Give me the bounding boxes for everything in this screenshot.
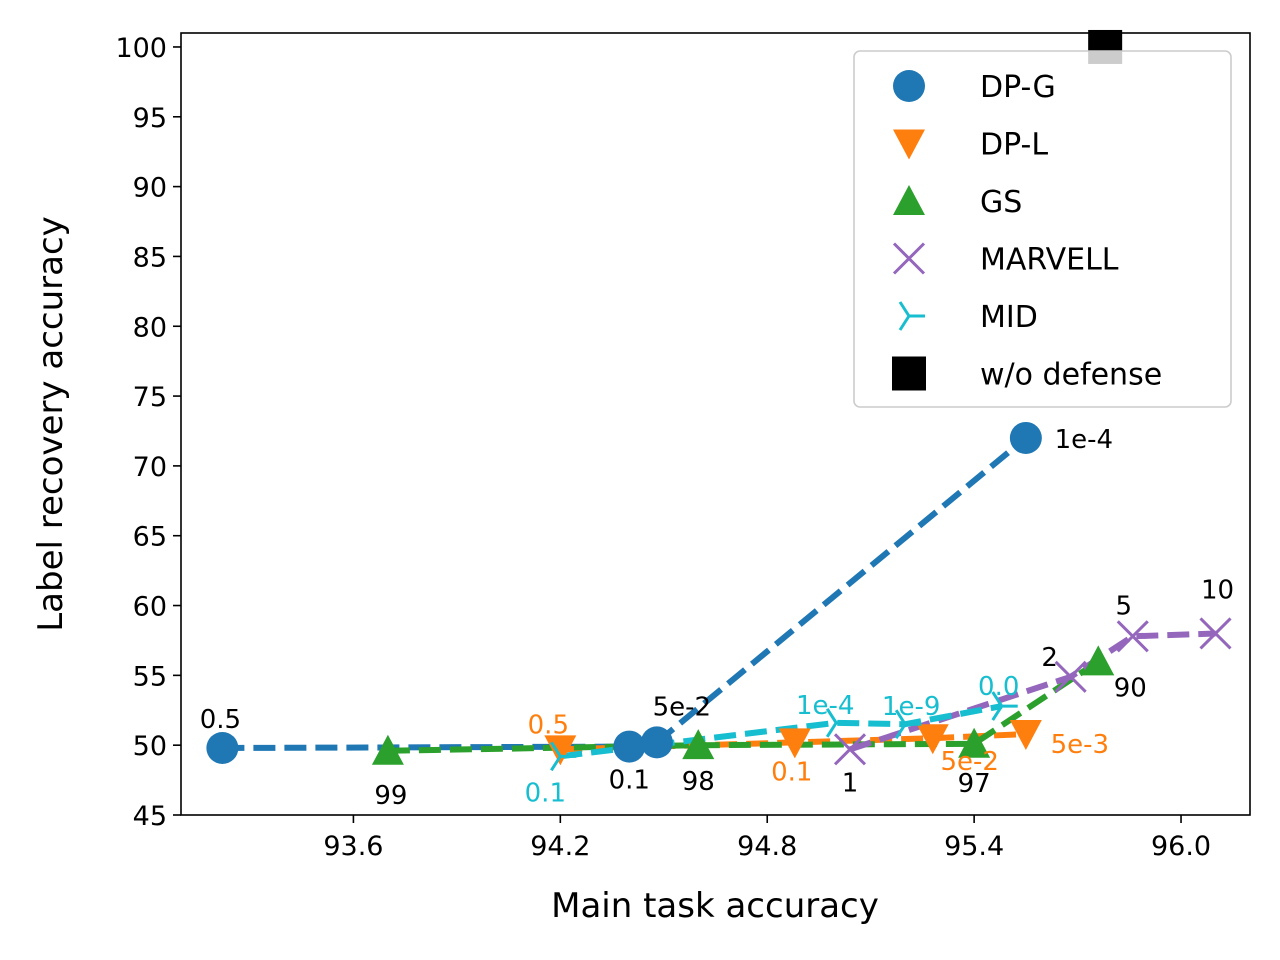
dp-g-point-label-2: 5e-2 — [653, 692, 711, 722]
marvell-point-label-2: 5 — [1115, 591, 1132, 621]
legend-label-dp-l: DP-L — [980, 128, 1048, 163]
gs-point-0 — [371, 734, 404, 765]
legend-box — [853, 50, 1232, 408]
y-tick-label: 80 — [133, 312, 167, 343]
mid-point-label-3: 0.0 — [978, 672, 1019, 702]
gs-point-label-3: 90 — [1114, 673, 1147, 703]
x-axis: 93.6 94.2 94.8 95.4 96.0 — [323, 815, 1211, 862]
x-tick-label: 94.2 — [530, 831, 590, 862]
gs-point-1 — [682, 729, 715, 760]
dp-g-point-label-3: 1e-4 — [1055, 425, 1113, 455]
series-markers — [206, 29, 1232, 772]
marvell-point-label-0: 1 — [842, 768, 859, 798]
legend-label-dp-g: DP-G — [980, 70, 1056, 105]
dp-l-point-label-3: 5e-3 — [1051, 730, 1109, 760]
legend-label-w-o-defense: w/o defense — [980, 358, 1162, 393]
mid-point-label-2: 1e-9 — [882, 692, 940, 722]
gs-point-3 — [1082, 645, 1115, 676]
y-tick-label: 65 — [133, 522, 167, 553]
gs-point-label-1: 98 — [682, 767, 715, 797]
point-labels: 0.5 0.1 5e-2 1e-4 0.5 0.1 5e-2 5e-3 99 98 97 90 1 2 5 1… — [200, 425, 1234, 811]
dp-l-line — [560, 731, 1027, 753]
legend-marker-gs — [893, 185, 925, 215]
legend-marker-marvell — [892, 242, 926, 275]
legend-label-marvell: MARVELL — [980, 243, 1119, 278]
x-tick-label: 96.0 — [1151, 831, 1211, 862]
dp-g-point-2 — [640, 726, 673, 759]
dp-g-point-3 — [1009, 421, 1042, 454]
mid-point-2 — [894, 709, 922, 740]
y-tick-label: 70 — [133, 452, 167, 483]
legend-marker-mid — [898, 301, 925, 331]
mid-point-label-0: 0.1 — [525, 778, 566, 808]
legend-marker-dp-g — [893, 70, 925, 102]
dp-l-point-1 — [778, 728, 811, 759]
y-tick-label: 55 — [133, 661, 167, 692]
dp-g-point-label-0: 0.5 — [200, 705, 241, 735]
gs-point-label-2: 97 — [958, 769, 991, 799]
y-axis-title: Label recovery accuracy — [31, 216, 71, 632]
mid-point-3 — [991, 691, 1018, 721]
legend-label-mid: MID — [980, 300, 1038, 335]
marvell-point-label-3: 10 — [1201, 575, 1234, 605]
marvell-point-1 — [1054, 660, 1087, 693]
y-tick-label: 90 — [133, 173, 167, 204]
dp-g-point-label-1: 0.1 — [609, 766, 650, 796]
gs-point-2 — [958, 727, 991, 758]
y-tick-label: 60 — [133, 592, 167, 623]
x-tick-label: 94.8 — [737, 831, 797, 862]
y-tick-label: 100 — [115, 33, 167, 64]
gs-point-label-0: 99 — [374, 781, 407, 811]
dp-g-point-1 — [613, 730, 646, 763]
mid-point-1 — [825, 708, 853, 738]
marvell-point-label-1: 2 — [1041, 643, 1058, 673]
marvell-point-0 — [833, 733, 867, 766]
marvell-point-2 — [1116, 620, 1149, 653]
dp-l-point-2 — [916, 724, 949, 755]
y-tick-label: 95 — [133, 103, 167, 134]
x-tick-label: 95.4 — [944, 831, 1004, 862]
y-axis: 45 50 55 60 65 70 75 80 85 90 95 100 — [115, 33, 181, 832]
x-axis-title: Main task accuracy — [551, 886, 879, 926]
y-tick-label: 50 — [133, 731, 167, 762]
y-tick-label: 85 — [133, 242, 167, 273]
legend-marker-w-o-defense — [892, 356, 926, 391]
dp-g-point-0 — [206, 731, 239, 764]
mid-point-label-1: 1e-4 — [796, 691, 854, 721]
legend-label-gs: GS — [980, 185, 1022, 220]
y-tick-label: 45 — [133, 801, 167, 832]
dp-l-point-label-1: 0.1 — [771, 757, 812, 787]
y-tick-label: 75 — [133, 382, 167, 413]
marvell-point-3 — [1199, 617, 1232, 650]
dp-l-point-label-0: 0.5 — [528, 710, 569, 740]
legend-marker-dp-l — [893, 129, 925, 160]
x-tick-label: 93.6 — [323, 831, 383, 862]
dp-l-point-3 — [1009, 720, 1042, 751]
plot-frame — [180, 32, 1251, 816]
gs-line — [387, 658, 1100, 754]
legend: DP-G DP-L GS MARVELL MID w/o defense — [853, 50, 1232, 408]
mid-point-0 — [550, 741, 577, 772]
dp-l-point-label-2: 5e-2 — [941, 747, 999, 777]
